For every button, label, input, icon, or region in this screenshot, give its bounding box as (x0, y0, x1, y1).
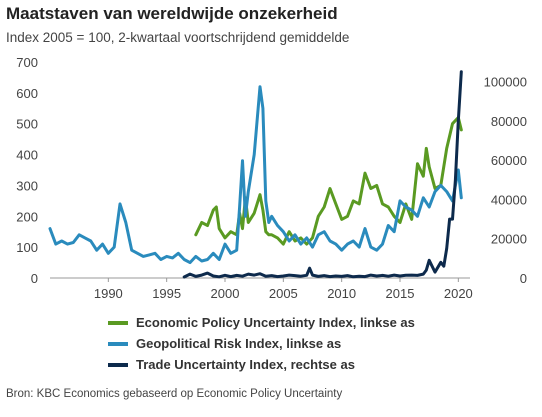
y-left-tick-label: 100 (16, 240, 38, 255)
legend-label: Economic Policy Uncertainty Index, links… (136, 315, 415, 330)
series-line-3 (182, 70, 463, 279)
chart-title: Maatstaven van wereldwijde onzekerheid (6, 4, 338, 23)
legend-item: Trade Uncertainty Index, rechtse as (108, 354, 415, 375)
legend-swatch (108, 341, 128, 346)
x-tick-label: 2000 (211, 286, 240, 301)
y-right-tick-label: 0 (520, 271, 527, 286)
x-tick-label: 1990 (94, 286, 123, 301)
legend-item: Economic Policy Uncertainty Index, links… (108, 312, 415, 333)
y-left-tick-label: 700 (16, 55, 38, 70)
x-tick-label: 2020 (444, 286, 473, 301)
y-right-tick-label: 20000 (491, 232, 527, 247)
x-tick-label: 2005 (269, 286, 298, 301)
chart-subtitle: Index 2005 = 100, 2-kwartaal voortschrij… (6, 30, 350, 45)
series-line-1 (194, 116, 463, 246)
chart-legend: Economic Policy Uncertainty Index, links… (108, 312, 415, 375)
y-left-tick-label: 300 (16, 178, 38, 193)
y-right-tick-label: 100000 (484, 75, 527, 90)
y-right-tick-label: 60000 (491, 153, 527, 168)
y-left-tick-label: 600 (16, 86, 38, 101)
y-left-tick-label: 500 (16, 117, 38, 132)
y-left-tick-label: 0 (31, 271, 38, 286)
legend-label: Trade Uncertainty Index, rechtse as (136, 357, 355, 372)
legend-label: Geopolitical Risk Index, linkse as (136, 336, 342, 351)
legend-swatch (108, 320, 128, 325)
y-right-tick-label: 40000 (491, 192, 527, 207)
legend-item: Geopolitical Risk Index, linkse as (108, 333, 415, 354)
chart-lines (48, 70, 463, 279)
x-tick-label: 1995 (152, 286, 181, 301)
series-line-2 (48, 85, 463, 265)
source-note: Bron: KBC Economics gebaseerd op Economi… (6, 388, 343, 400)
legend-swatch (108, 362, 128, 367)
y-right-tick-label: 80000 (491, 114, 527, 129)
y-left-tick-label: 400 (16, 148, 38, 163)
y-left-tick-label: 200 (16, 209, 38, 224)
x-tick-label: 2015 (386, 286, 415, 301)
chart-axes: 1990 1995 2000 2005 2010 2015 2020 0 100 200 300 40… (16, 55, 527, 301)
x-tick-label: 2010 (327, 286, 356, 301)
